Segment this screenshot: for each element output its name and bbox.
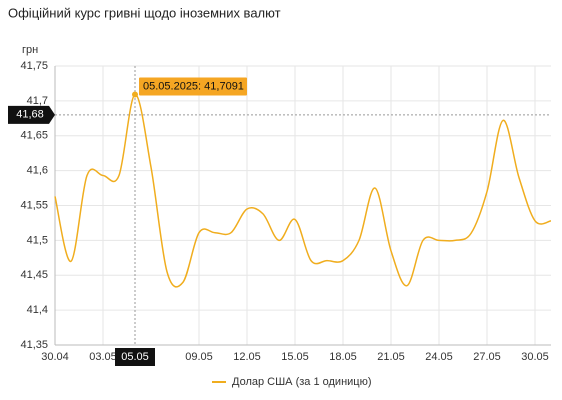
y-tick-label: 41,6 <box>27 165 48 177</box>
y-tick-label: 41,65 <box>20 130 48 142</box>
tooltip-text: 05.05.2025: 41,7091 <box>143 80 244 92</box>
x-tick-label: 24.05 <box>425 351 453 363</box>
x-tick-label: 03.05 <box>89 351 117 363</box>
y-tick-label: 41,7 <box>27 95 48 107</box>
crosshair-x-box <box>115 348 155 366</box>
x-tick-label: 09.05 <box>185 351 213 363</box>
x-tick-label: 27.05 <box>473 351 501 363</box>
y-tick-label: 41,5 <box>27 234 48 246</box>
legend-label: Долар США (за 1 одиницю) <box>232 376 372 388</box>
y-tick-label: 41,4 <box>27 304 48 316</box>
y-tick-label: 41,35 <box>20 339 48 351</box>
tooltip-box <box>139 77 247 96</box>
x-tick-label: 30.04 <box>41 351 69 363</box>
x-tick-label: 12.05 <box>233 351 261 363</box>
crosshair-y-box <box>8 105 55 124</box>
chart-title: Офіційний курс гривні щодо іноземних вал… <box>8 5 281 20</box>
y-tick-label: 41,75 <box>20 60 48 72</box>
x-tick-label: 18.05 <box>329 351 357 363</box>
line-series <box>54 93 552 288</box>
crosshair-y-label: 41,68 <box>16 109 44 121</box>
x-tick-label: 15.05 <box>281 351 309 363</box>
crosshair-x-label: 05.05 <box>121 351 149 363</box>
x-tick-label: 30.05 <box>521 351 549 363</box>
y-tick-label: 41,55 <box>20 199 48 211</box>
highlight-point <box>132 91 138 98</box>
y-tick-label: 41,45 <box>20 269 48 281</box>
y-unit: грн <box>22 44 38 56</box>
x-tick-label: 21.05 <box>377 351 405 363</box>
